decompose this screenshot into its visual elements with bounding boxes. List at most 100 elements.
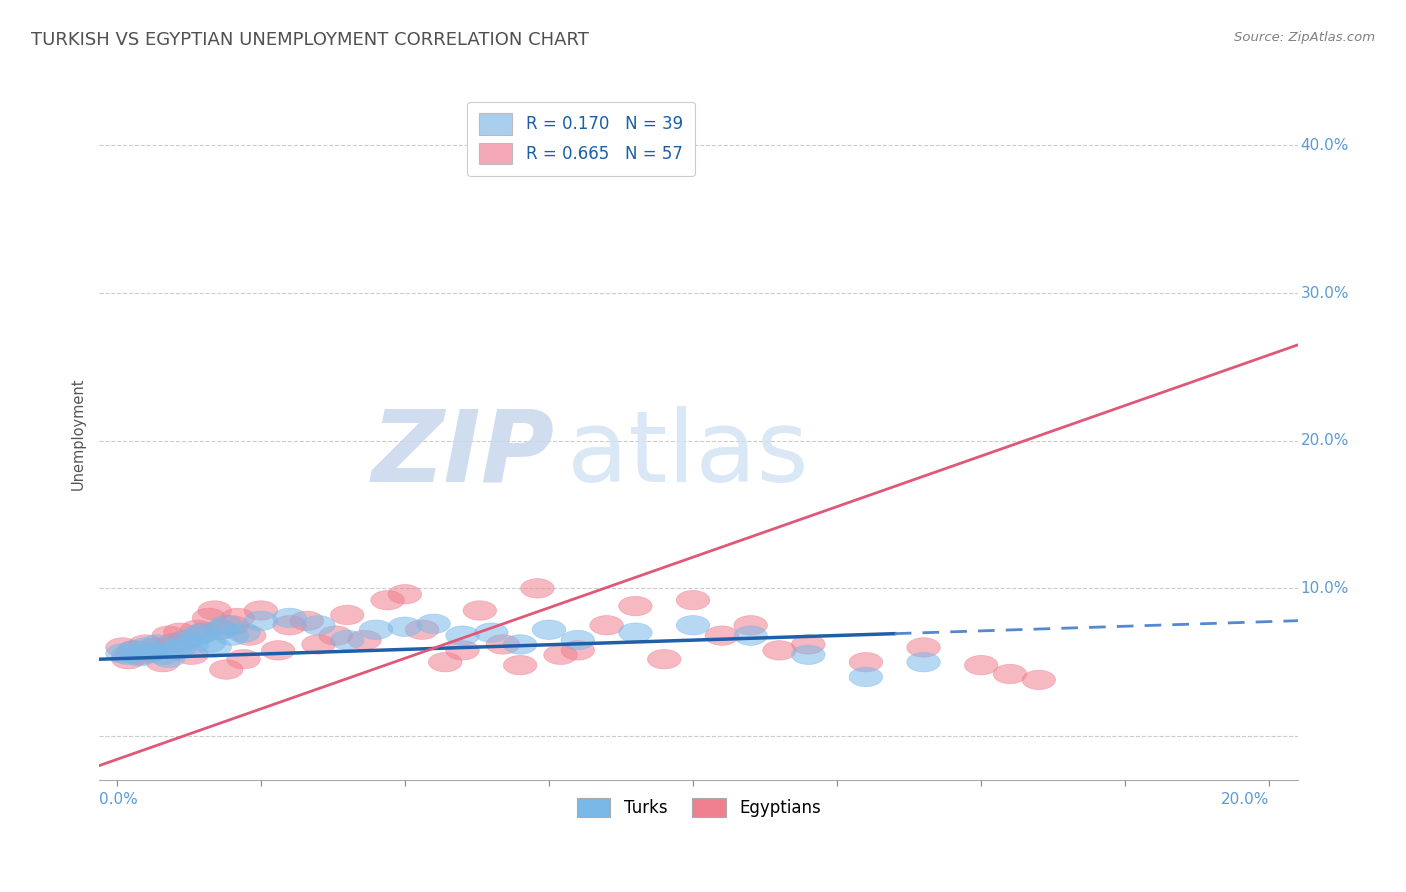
Ellipse shape <box>561 640 595 660</box>
Ellipse shape <box>619 597 652 615</box>
Ellipse shape <box>111 649 145 669</box>
Ellipse shape <box>429 652 463 672</box>
Ellipse shape <box>503 656 537 675</box>
Ellipse shape <box>226 649 260 669</box>
Ellipse shape <box>221 608 254 628</box>
Text: 40.0%: 40.0% <box>1301 138 1348 153</box>
Ellipse shape <box>619 623 652 642</box>
Ellipse shape <box>169 631 202 649</box>
Text: TURKISH VS EGYPTIAN UNEMPLOYMENT CORRELATION CHART: TURKISH VS EGYPTIAN UNEMPLOYMENT CORRELA… <box>31 31 589 49</box>
Ellipse shape <box>180 626 214 645</box>
Ellipse shape <box>503 635 537 654</box>
Ellipse shape <box>762 640 796 660</box>
Ellipse shape <box>319 626 353 645</box>
Ellipse shape <box>215 615 249 635</box>
Ellipse shape <box>193 608 226 628</box>
Ellipse shape <box>907 638 941 657</box>
Ellipse shape <box>193 633 226 653</box>
Ellipse shape <box>169 631 202 649</box>
Ellipse shape <box>446 626 479 645</box>
Ellipse shape <box>993 665 1026 683</box>
Text: 0.0%: 0.0% <box>100 792 138 807</box>
Ellipse shape <box>347 631 381 649</box>
Ellipse shape <box>122 645 156 665</box>
Ellipse shape <box>302 635 335 654</box>
Ellipse shape <box>122 647 156 666</box>
Ellipse shape <box>405 620 439 640</box>
Ellipse shape <box>209 615 243 635</box>
Ellipse shape <box>463 601 496 620</box>
Ellipse shape <box>676 615 710 635</box>
Ellipse shape <box>965 656 998 675</box>
Ellipse shape <box>141 635 174 654</box>
Ellipse shape <box>152 626 186 645</box>
Ellipse shape <box>907 652 941 672</box>
Ellipse shape <box>486 635 520 654</box>
Ellipse shape <box>1022 670 1056 690</box>
Ellipse shape <box>734 615 768 635</box>
Ellipse shape <box>262 640 295 660</box>
Ellipse shape <box>163 623 197 642</box>
Ellipse shape <box>734 626 768 645</box>
Ellipse shape <box>198 601 232 620</box>
Legend: Turks, Egyptians: Turks, Egyptians <box>571 791 827 824</box>
Ellipse shape <box>360 620 392 640</box>
Ellipse shape <box>245 611 277 631</box>
Ellipse shape <box>330 605 364 624</box>
Ellipse shape <box>531 620 565 640</box>
Ellipse shape <box>520 579 554 598</box>
Ellipse shape <box>117 640 150 660</box>
Ellipse shape <box>187 623 219 642</box>
Text: ZIP: ZIP <box>373 406 555 503</box>
Ellipse shape <box>135 642 169 662</box>
Ellipse shape <box>676 591 710 610</box>
Ellipse shape <box>135 642 169 662</box>
Y-axis label: Unemployment: Unemployment <box>72 377 86 490</box>
Ellipse shape <box>146 652 180 672</box>
Text: 30.0%: 30.0% <box>1301 285 1348 301</box>
Ellipse shape <box>388 617 422 637</box>
Ellipse shape <box>849 667 883 687</box>
Ellipse shape <box>475 623 508 642</box>
Text: 20.0%: 20.0% <box>1301 434 1348 448</box>
Ellipse shape <box>163 638 197 657</box>
Ellipse shape <box>157 640 191 660</box>
Text: 10.0%: 10.0% <box>1301 581 1348 596</box>
Ellipse shape <box>141 638 174 657</box>
Ellipse shape <box>418 614 450 633</box>
Ellipse shape <box>152 648 186 667</box>
Ellipse shape <box>792 635 825 654</box>
Ellipse shape <box>561 631 595 649</box>
Ellipse shape <box>290 611 323 631</box>
Ellipse shape <box>204 620 238 640</box>
Ellipse shape <box>226 623 260 642</box>
Ellipse shape <box>589 615 623 635</box>
Ellipse shape <box>245 601 277 620</box>
Ellipse shape <box>330 631 364 649</box>
Ellipse shape <box>544 645 578 665</box>
Ellipse shape <box>187 623 219 642</box>
Ellipse shape <box>204 620 238 640</box>
Ellipse shape <box>273 615 307 635</box>
Ellipse shape <box>146 645 180 665</box>
Text: 20.0%: 20.0% <box>1220 792 1270 807</box>
Ellipse shape <box>174 645 208 665</box>
Ellipse shape <box>198 638 232 657</box>
Ellipse shape <box>446 640 479 660</box>
Ellipse shape <box>273 608 307 628</box>
Ellipse shape <box>849 652 883 672</box>
Ellipse shape <box>129 635 162 654</box>
Ellipse shape <box>117 640 150 660</box>
Ellipse shape <box>129 638 162 657</box>
Text: Source: ZipAtlas.com: Source: ZipAtlas.com <box>1234 31 1375 45</box>
Ellipse shape <box>704 626 738 645</box>
Ellipse shape <box>180 620 214 640</box>
Ellipse shape <box>157 633 191 653</box>
Ellipse shape <box>215 626 249 645</box>
Ellipse shape <box>647 649 681 669</box>
Ellipse shape <box>209 660 243 680</box>
Ellipse shape <box>792 645 825 665</box>
Ellipse shape <box>111 645 145 665</box>
Ellipse shape <box>105 638 139 657</box>
Ellipse shape <box>388 584 422 604</box>
